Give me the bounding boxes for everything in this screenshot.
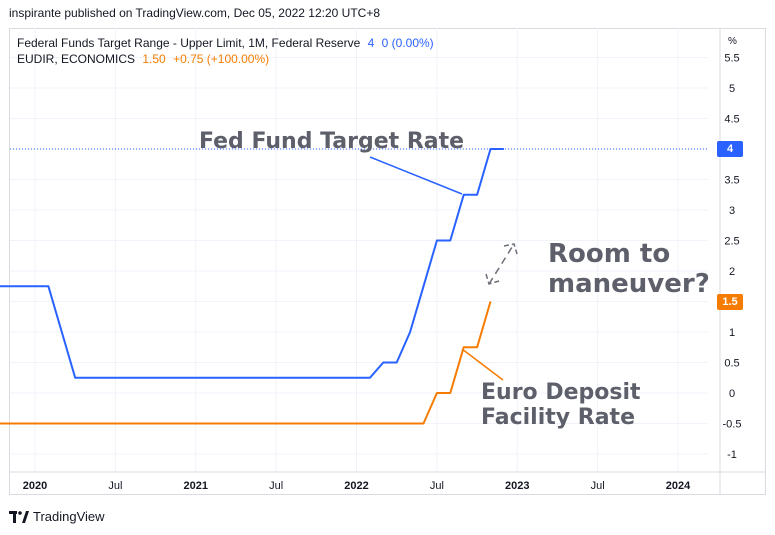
y-tick-label: 0.5 xyxy=(724,358,739,370)
y-tick-label: 4.5 xyxy=(724,114,739,126)
y-tick-label: 0 xyxy=(729,388,735,400)
fed-annotation: Fed Fund Target Rate xyxy=(199,129,465,154)
chart-frame xyxy=(9,28,766,495)
y-tick-label: 3 xyxy=(729,205,735,217)
room-annotation-line1: Room to xyxy=(548,239,671,269)
eudir-last-value-tag: 1.5 xyxy=(717,293,743,310)
x-tick-label: 2021 xyxy=(184,480,208,492)
legend-eudir-name: EUDIR, ECONOMICS xyxy=(17,52,136,66)
legend-eudir-change: +0.75 (+100.00%) xyxy=(173,52,270,66)
x-tick-label: Jul xyxy=(430,480,444,492)
x-tick-label: 2022 xyxy=(344,480,368,492)
x-tick-label: Jul xyxy=(591,480,605,492)
x-axis: 2020 Jul 2021 Jul 2022 Jul 2023 Jul 2024 xyxy=(9,471,766,492)
grid-lines xyxy=(10,28,708,472)
y-tick-label: -1 xyxy=(727,449,737,461)
room-annotation: Room to maneuver? xyxy=(548,239,710,300)
legend-fed-value: 4 xyxy=(367,36,375,50)
tradingview-logo-icon xyxy=(9,510,29,523)
legend-fed-name: Federal Funds Target Range - Upper Limit… xyxy=(17,36,361,50)
fed-rate-line xyxy=(0,148,504,379)
y-tick-label: 2 xyxy=(729,266,735,278)
x-tick-label: 2020 xyxy=(23,480,47,492)
tradingview-brand: TradingView xyxy=(33,509,105,524)
y-tick-label: 5 xyxy=(729,83,735,95)
euro-annotation-line2: Facility Rate xyxy=(481,405,635,431)
room-arrowhead-up xyxy=(503,243,518,255)
y-tick-label: 3.5 xyxy=(724,175,739,187)
y-axis: 5.5 5 4.5 4 3.5 3 2.5 2 1.5 1 0.5 0 -0.5 -1% xyxy=(719,28,742,495)
euro-annotation-arrow xyxy=(461,348,504,381)
legend-fed-change: 0 (0.00%) xyxy=(381,36,434,50)
data-series xyxy=(0,148,504,425)
legend-eudir[interactable]: EUDIR, ECONOMICS 1.50 +0.75 (+100.00%) xyxy=(17,52,273,66)
x-tick-label: Jul xyxy=(269,480,283,492)
fed-last-value-tag: 4 xyxy=(717,141,743,157)
y-tick-label: 2.5 xyxy=(724,236,739,248)
eudir-rate-line xyxy=(0,301,492,425)
tradingview-footer[interactable]: TradingView xyxy=(9,509,105,524)
room-arrowhead-down xyxy=(485,273,500,285)
annotation-arrows xyxy=(369,156,518,381)
y-tick-label: 5.5 xyxy=(724,53,739,65)
euro-annotation: Euro Deposit Facility Rate xyxy=(481,380,641,431)
x-tick-label: 2023 xyxy=(505,480,529,492)
room-dashed-arrow xyxy=(488,243,515,285)
legend-eudir-value: 1.50 xyxy=(142,52,166,66)
publisher-line: inspirante published on TradingView.com,… xyxy=(9,6,381,20)
x-tick-label: Jul xyxy=(108,480,122,492)
euro-annotation-line1: Euro Deposit xyxy=(481,380,641,405)
x-tick-label: 2024 xyxy=(666,480,691,492)
y-tick-label: 1 xyxy=(729,327,735,339)
fed-annotation-arrow xyxy=(369,156,463,195)
room-annotation-line2: maneuver? xyxy=(548,268,710,299)
y-tick-label: -0.5 xyxy=(723,419,742,431)
legend-fed[interactable]: Federal Funds Target Range - Upper Limit… xyxy=(17,36,438,50)
y-unit-label: % xyxy=(728,36,737,47)
